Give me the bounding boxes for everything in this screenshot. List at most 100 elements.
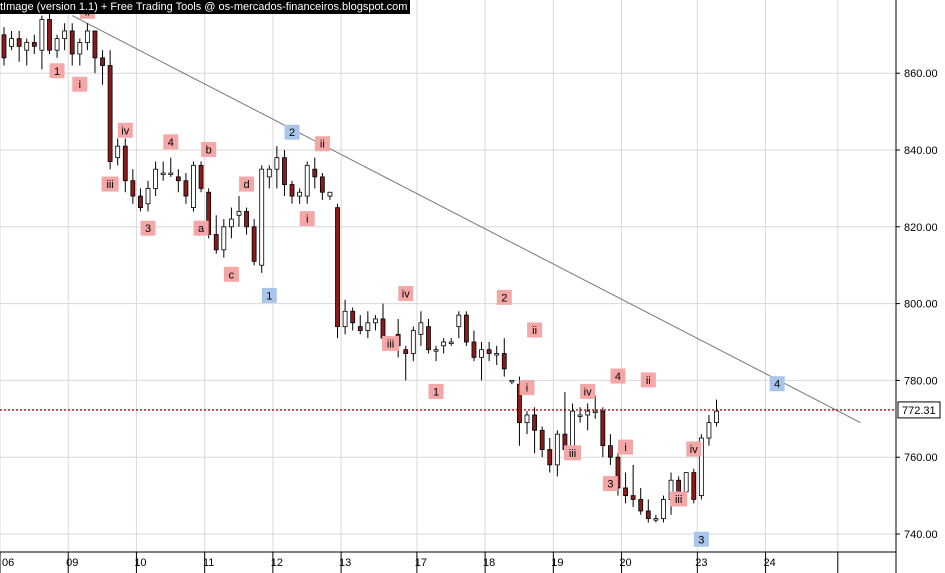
candle: [554, 430, 560, 477]
candle: [145, 180, 151, 212]
wave-label-text: iv: [402, 289, 410, 301]
date-tick-label: 06: [2, 557, 14, 569]
price-tick-label: 800.00: [904, 299, 938, 311]
candle: [84, 23, 90, 51]
wave-label-box: [693, 531, 709, 547]
candle-body: [426, 326, 431, 351]
candle-body: [691, 472, 697, 500]
wave-label-box: [72, 76, 88, 92]
candle: [236, 196, 242, 227]
wave-label-box: [193, 220, 209, 236]
candle: [623, 472, 628, 504]
candle: [501, 338, 507, 377]
wave-label-box: [101, 176, 119, 192]
candle: [16, 30, 22, 62]
candle-body: [698, 437, 704, 496]
candle-body: [600, 410, 606, 447]
candle-body: [9, 38, 14, 47]
candle-body: [319, 176, 325, 193]
candle-body: [494, 353, 500, 356]
candle: [418, 311, 424, 346]
wave-label-text: ii: [646, 375, 651, 387]
wave-label-text: iii: [675, 494, 682, 506]
candle-body: [198, 164, 204, 189]
candle-body: [297, 191, 303, 197]
candle-body: [282, 157, 287, 185]
candle: [153, 161, 159, 197]
candle: [714, 399, 719, 427]
candle-body: [608, 445, 613, 458]
wave-label: 1: [428, 383, 444, 399]
candle: [373, 315, 378, 331]
candle: [175, 169, 181, 193]
candle-body: [653, 518, 659, 521]
wave-label: 4: [163, 134, 179, 150]
candle: [410, 326, 416, 362]
candle-body: [122, 145, 128, 182]
candle-body: [206, 191, 212, 235]
trendline-layer: [0, 15, 896, 424]
candle: [706, 414, 712, 446]
candle: [645, 499, 651, 523]
wave-label: iii: [564, 445, 581, 461]
candle: [107, 50, 113, 170]
candle: [585, 403, 591, 431]
candle-body: [100, 57, 105, 66]
candle: [289, 180, 295, 204]
candle: [92, 30, 98, 74]
candle-body: [266, 168, 272, 178]
candle: [494, 345, 500, 366]
candle: [600, 407, 606, 458]
wave-label-text: b: [206, 145, 212, 157]
wave-label-box: [769, 376, 785, 392]
downtrend-line: [71, 15, 861, 424]
wave-label-box: [299, 211, 315, 227]
wave-label-text: iii: [106, 179, 113, 191]
candle-body: [645, 510, 651, 520]
wave-label-box: [382, 335, 400, 351]
candle-body: [479, 349, 484, 358]
candle: [213, 215, 219, 254]
wave-label-text: 3: [607, 479, 613, 491]
candle: [433, 345, 439, 362]
candle-body: [486, 349, 492, 354]
wave-label-box: [140, 220, 156, 236]
wave-label-text: 4: [774, 379, 780, 391]
wave-label-box: [201, 142, 217, 157]
date-tick-label: 19: [551, 557, 563, 569]
candle-body: [24, 42, 30, 51]
wave-label-box: [496, 289, 512, 305]
candle-body: [448, 341, 454, 344]
wave-label: 1: [261, 287, 277, 303]
candle: [160, 161, 166, 181]
candle: [661, 495, 666, 523]
candle: [653, 514, 659, 523]
candle-body: [524, 414, 530, 424]
candle-body: [463, 314, 469, 343]
candle-body: [168, 172, 174, 175]
candle-body: [39, 19, 45, 51]
candle: [168, 157, 174, 177]
price-tick-label: 760.00: [904, 452, 938, 464]
gridlines: [0, 0, 896, 552]
candle-body: [160, 172, 166, 175]
candle-body: [615, 456, 621, 489]
wave-label: 3: [693, 531, 709, 547]
candle: [547, 438, 553, 473]
wave-label-box: [618, 439, 634, 455]
candle: [9, 30, 14, 51]
candle-body: [236, 211, 242, 216]
wave-label-box: [239, 176, 255, 192]
wave-label-box: [602, 476, 618, 492]
wave-label-box: [580, 383, 596, 399]
candle: [62, 23, 68, 51]
wave-label: ii: [314, 136, 330, 152]
price-tick-label: 740.00: [904, 529, 938, 541]
candle: [327, 191, 333, 200]
candle: [228, 207, 234, 239]
wave-label-box: [686, 441, 702, 457]
candle-body: [547, 449, 553, 466]
wave-label-text: 1: [266, 290, 272, 302]
wave-label: d: [239, 176, 255, 192]
